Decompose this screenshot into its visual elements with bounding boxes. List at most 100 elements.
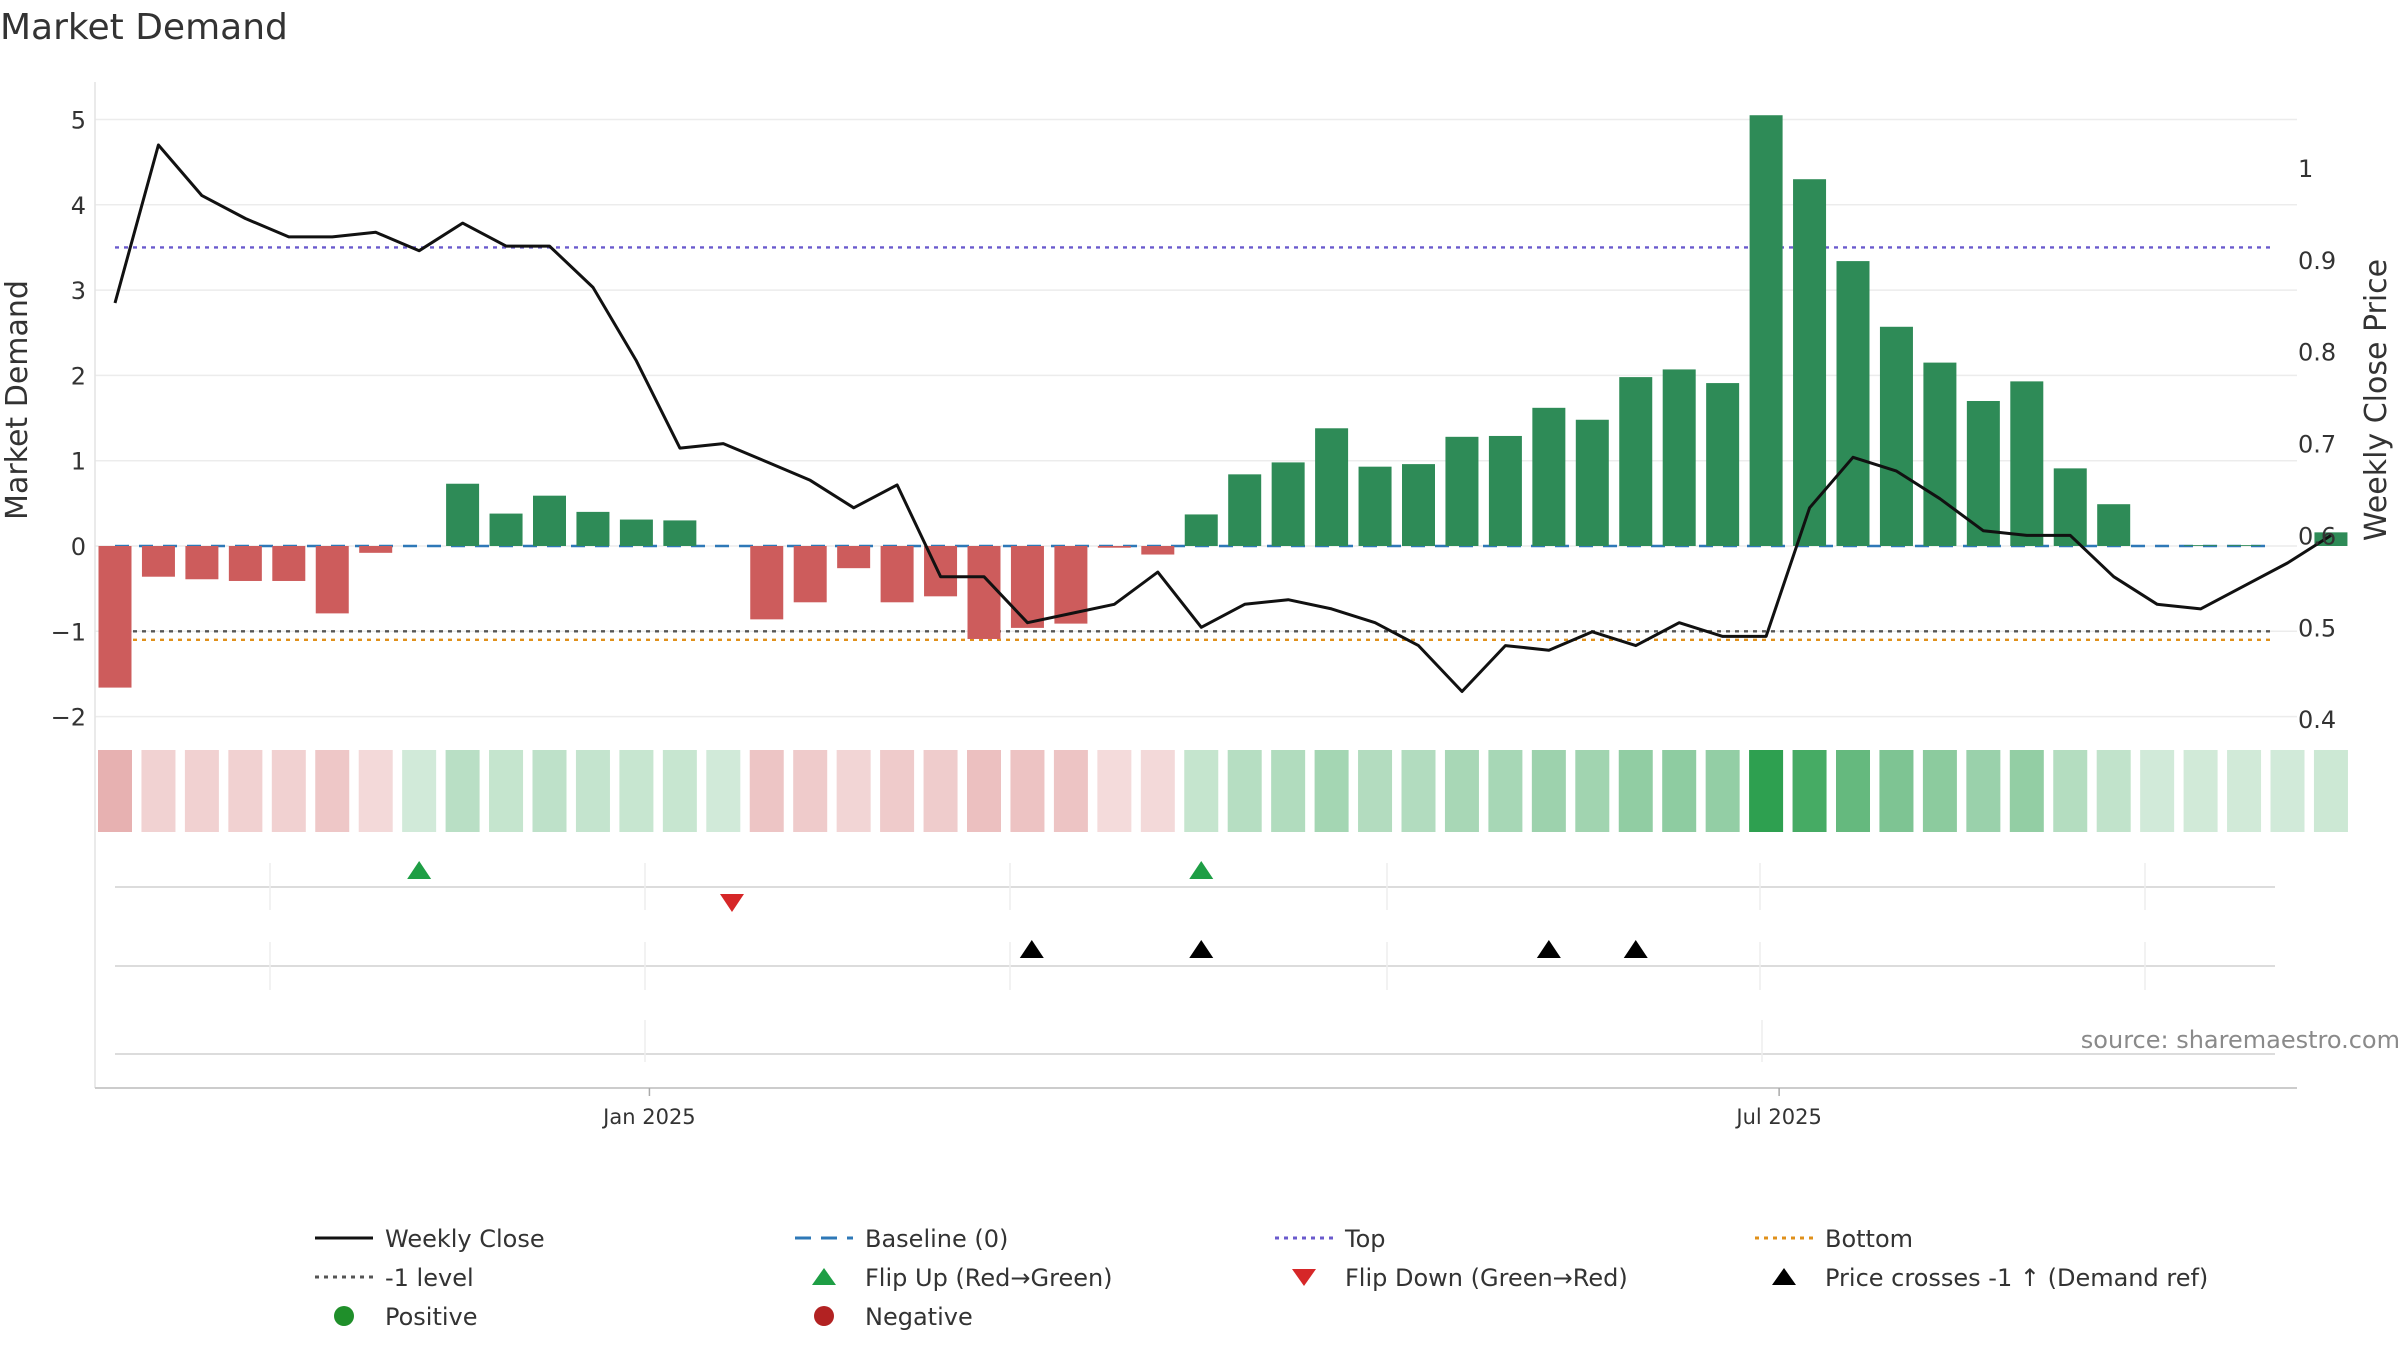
heat-cell — [1966, 750, 2001, 832]
y-tick-label: 2 — [71, 362, 86, 390]
demand-bar — [1228, 474, 1262, 546]
demand-bar — [1445, 436, 1479, 546]
heat-cell — [532, 750, 567, 832]
heat-cell — [402, 750, 437, 832]
y-axis-title: Market Demand — [0, 280, 35, 520]
heat-cell — [793, 750, 828, 832]
demand-bar — [359, 546, 393, 553]
heat-cell — [1140, 750, 1175, 832]
heat-cell — [1444, 750, 1479, 832]
y2-tick-label: 0.6 — [2298, 522, 2336, 550]
demand-bar — [2314, 532, 2348, 546]
heat-cell — [619, 750, 654, 832]
demand-bar — [1662, 369, 1696, 546]
heat-cell — [1401, 750, 1436, 832]
y-tick-label: 4 — [71, 192, 86, 220]
heat-cell — [1271, 750, 1306, 832]
demand-bar — [228, 546, 262, 581]
y-tick-label: 0 — [71, 533, 86, 561]
y-tick-label: −1 — [51, 618, 86, 646]
demand-bar — [272, 546, 306, 581]
chart-title: Market Demand — [0, 7, 288, 48]
heat-cell — [1705, 750, 1740, 832]
demand-bar — [1010, 546, 1044, 628]
heat-cell — [358, 750, 393, 832]
legend-label-top: Top — [1344, 1225, 1386, 1253]
heat-cell — [1184, 750, 1219, 832]
heat-cell — [1097, 750, 1132, 832]
heat-cell — [141, 750, 176, 832]
demand-bar — [533, 495, 566, 546]
demand-bar — [880, 546, 914, 603]
flip-down-marker — [719, 894, 744, 912]
heat-cell — [1358, 750, 1393, 832]
demand-bar — [1966, 400, 2000, 546]
legend: Weekly Close Baseline (0) Top Bottom -1 leve… — [315, 1225, 2208, 1331]
demand-bar — [750, 546, 784, 620]
weekly-close-path — [113, 143, 2332, 693]
heat-cell — [1836, 750, 1870, 832]
demand-bar — [1619, 377, 1653, 546]
price-cross-marker — [1623, 940, 1648, 958]
heat-cell — [662, 750, 697, 832]
weekly-close-line — [113, 143, 2332, 693]
heat-cell — [2313, 750, 2348, 832]
heat-cell — [2183, 750, 2218, 832]
legend-label-bottom: Bottom — [1825, 1225, 1913, 1253]
x-axis: Jan 2025 Jul 2025 — [95, 1087, 2297, 1129]
demand-bar — [1358, 466, 1392, 546]
y-axis-right: 1 0.9 0.8 0.7 0.6 0.5 0.4 — [2298, 155, 2336, 734]
heat-cell — [98, 750, 132, 832]
demand-bar — [315, 546, 349, 614]
heat-cell — [2227, 750, 2262, 832]
legend-swatch-triangle-down — [1292, 1269, 1316, 1286]
demand-bar — [1532, 407, 1566, 546]
y-axis-left: 5 4 3 2 1 0 −1 −2 — [51, 107, 86, 732]
heat-cell — [271, 750, 306, 832]
demand-bar — [489, 513, 523, 546]
demand-bar — [1879, 326, 1913, 546]
demand-bar — [2010, 381, 2044, 546]
demand-bar — [1793, 179, 1827, 546]
heat-cell — [1792, 750, 1827, 832]
legend-label-weekly-close: Weekly Close — [385, 1225, 545, 1253]
heat-cell — [2140, 750, 2175, 832]
heat-cell — [706, 750, 741, 832]
y2-tick-label: 0.8 — [2298, 339, 2336, 367]
y-tick-label: 5 — [71, 107, 86, 135]
legend-label-flip-down: Flip Down (Green→Red) — [1345, 1264, 1628, 1292]
y2-tick-label: 0.7 — [2298, 431, 2336, 459]
demand-bars — [98, 115, 2348, 688]
y2-tick-label: 0.4 — [2298, 706, 2336, 734]
source-label: source: sharemaestro.com — [2081, 1026, 2400, 1054]
heat-cell — [2053, 750, 2088, 832]
demand-bar — [576, 511, 610, 546]
y-tick-label: 3 — [71, 277, 86, 305]
y-tick-label: 1 — [71, 448, 86, 476]
heat-cell — [749, 750, 784, 832]
heat-cell — [2270, 750, 2305, 832]
heat-cell — [1662, 750, 1697, 832]
legend-label-minus-one: -1 level — [385, 1264, 474, 1292]
demand-bar — [1184, 514, 1218, 546]
price-cross-marker — [1189, 940, 1214, 958]
demand-bar — [1271, 462, 1305, 546]
demand-bar — [837, 546, 871, 569]
price-cross-marker — [1019, 940, 1044, 958]
x-tick-label: Jan 2025 — [601, 1105, 696, 1129]
legend-label-baseline: Baseline (0) — [865, 1225, 1008, 1253]
heat-cell — [184, 750, 219, 832]
legend-label-flip-up: Flip Up (Red→Green) — [865, 1264, 1113, 1292]
legend-swatch-triangle-up — [1772, 1268, 1796, 1285]
heat-cell — [1531, 750, 1566, 832]
legend-swatch-dot — [334, 1306, 354, 1326]
heat-cell — [1227, 750, 1262, 832]
demand-bar — [1575, 419, 1609, 546]
flip-up-marker — [407, 861, 432, 879]
demand-bar — [793, 546, 827, 603]
grid-lines — [94, 82, 2297, 1088]
signal-markers — [115, 861, 2275, 1062]
demand-bar — [2227, 545, 2261, 546]
demand-bar — [663, 520, 697, 546]
